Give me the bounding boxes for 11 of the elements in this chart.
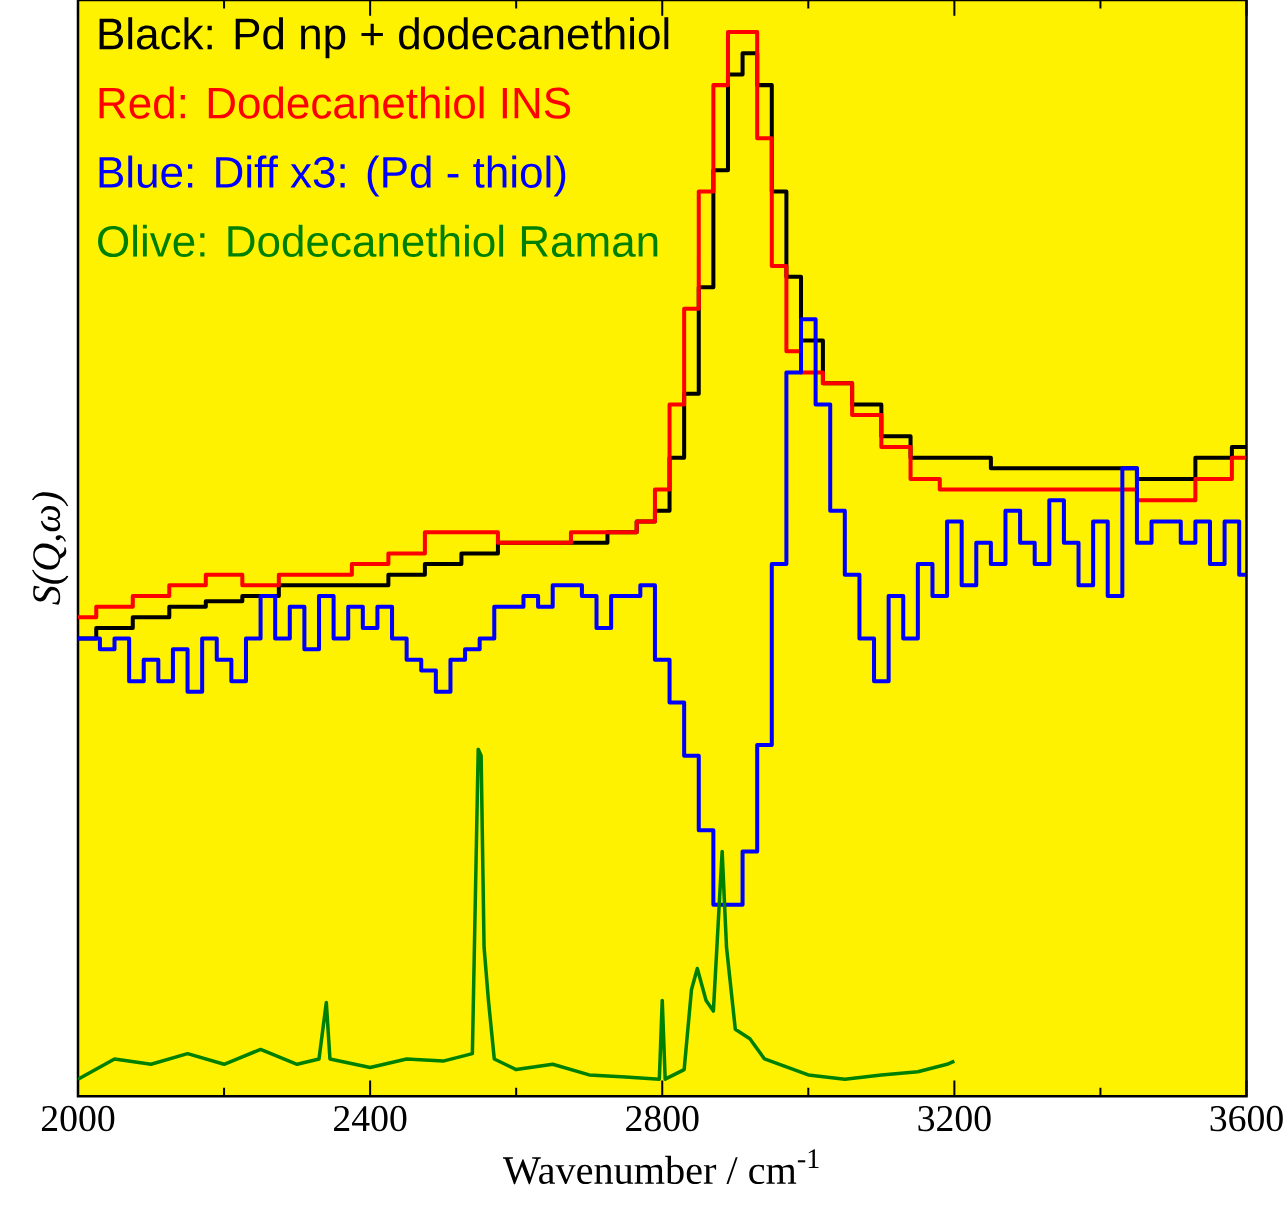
legend-label: Black: Pd np + dodecanethiol: [99, 17, 669, 59]
text: Olive: Dodecanethiol Raman: [98, 224, 658, 257]
text: Red: Dodecanethiol INS: [99, 86, 571, 119]
x-tick-label: 3200: [918, 1105, 991, 1132]
x-tick-label: 3600: [1210, 1105, 1283, 1132]
x-axis-title: Wavenumber / cm$^{-1}$: [502, 1149, 819, 1185]
text: Blue: Diff x3: (Pd - thiol): [99, 155, 566, 197]
x-tick-label: 2800: [626, 1105, 699, 1132]
x-tick-label: 2400: [334, 1105, 407, 1132]
x-tick-label: 2000: [41, 1105, 115, 1132]
y-axis-title: S(Q,ω): [31, 492, 69, 605]
